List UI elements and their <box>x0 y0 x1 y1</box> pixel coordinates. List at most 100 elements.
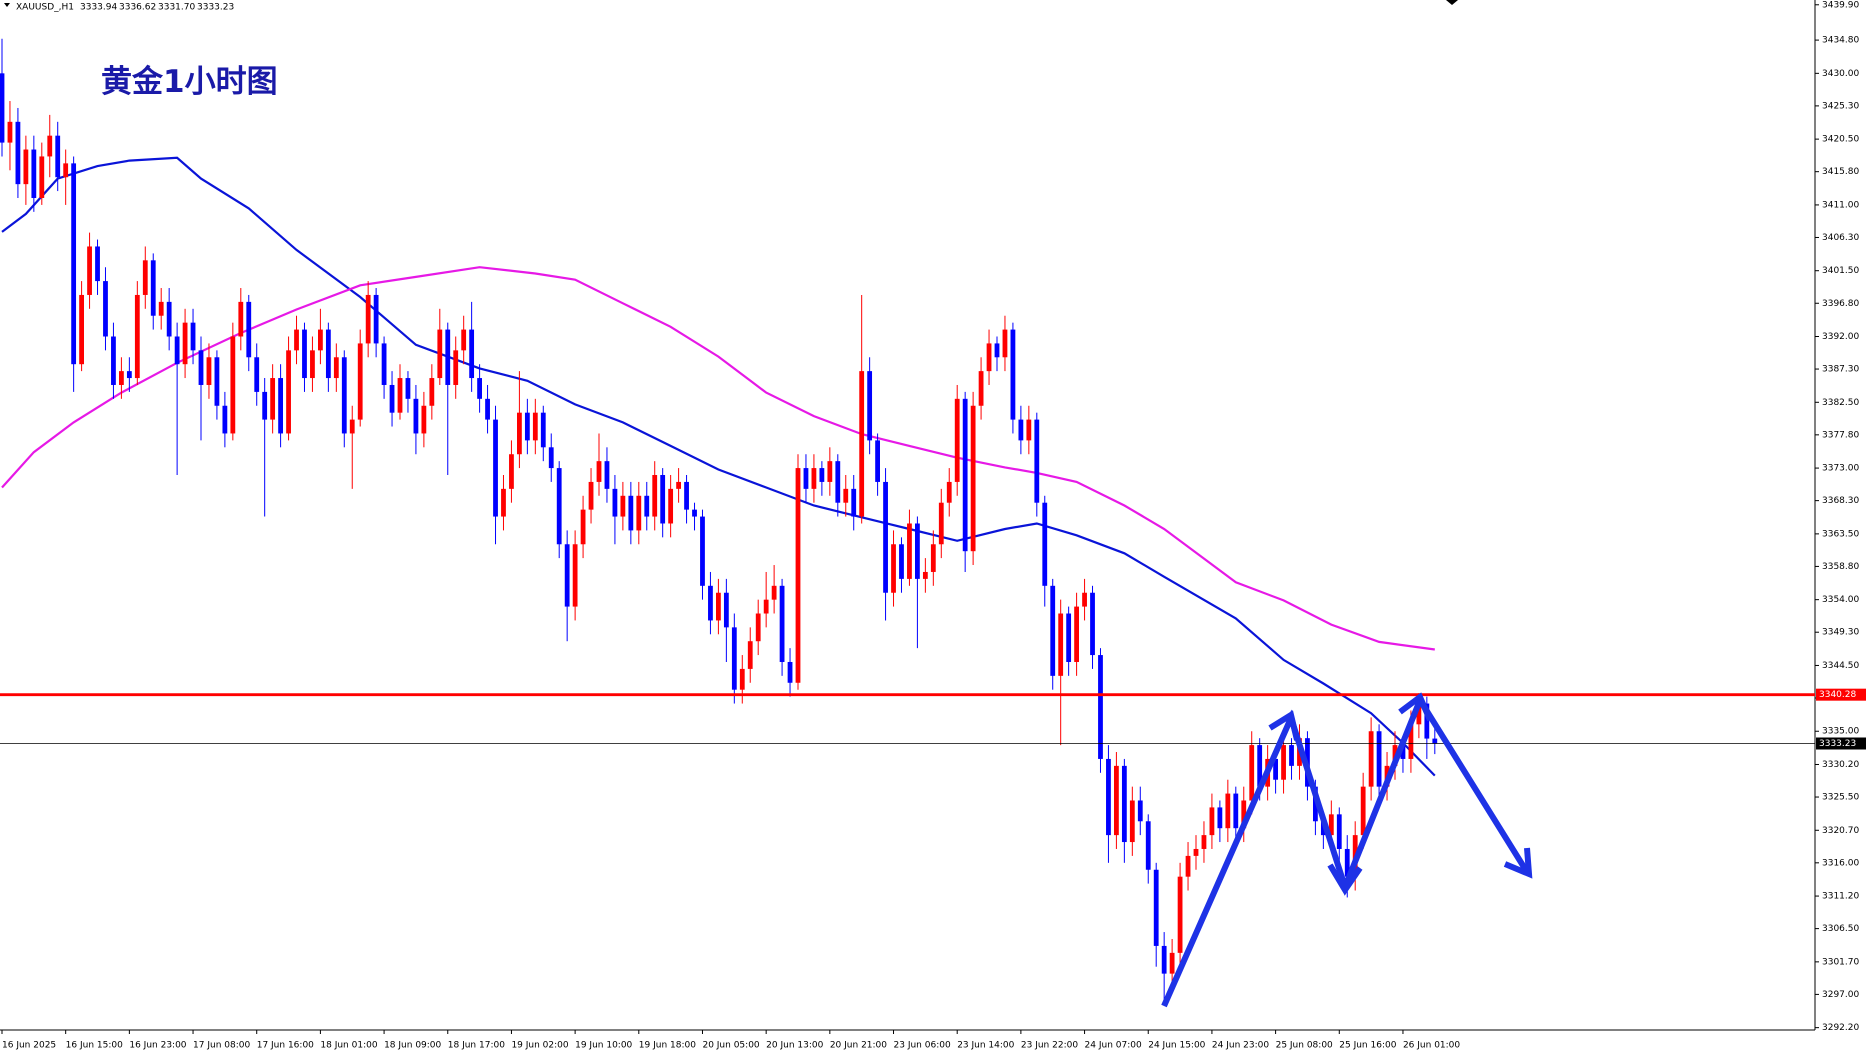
candle-body <box>747 641 753 669</box>
x-tick-label: 20 Jun 13:00 <box>766 1041 823 1051</box>
candle-body <box>150 260 156 316</box>
y-tick-label: 3325.50 <box>1822 793 1859 803</box>
y-tick-label: 3311.20 <box>1822 892 1859 902</box>
x-tick-label: 24 Jun 23:00 <box>1212 1041 1269 1051</box>
candle-body <box>1042 502 1048 586</box>
candle-body <box>986 343 992 372</box>
candle-body <box>158 301 164 316</box>
y-tick-label: 3382.50 <box>1822 398 1859 408</box>
candle-body <box>333 357 339 379</box>
candle-body <box>827 461 833 482</box>
candle-body <box>899 544 904 579</box>
candle-body <box>357 343 363 420</box>
x-tick-label: 17 Jun 08:00 <box>193 1041 250 1051</box>
y-tick-label: 3387.30 <box>1822 365 1859 375</box>
y-tick-label: 3301.70 <box>1822 957 1859 967</box>
candle-body <box>524 412 530 441</box>
candle-body <box>755 613 761 642</box>
header-marker <box>4 3 10 7</box>
candle-body <box>532 412 538 441</box>
candle-body <box>540 412 546 448</box>
candle-body <box>1018 419 1024 441</box>
candle-body <box>1026 419 1032 441</box>
candle-body <box>771 585 777 600</box>
candle-body <box>1002 329 1008 358</box>
candle-body <box>1106 758 1111 836</box>
candle-body <box>867 371 873 441</box>
x-tick-label: 25 Jun 08:00 <box>1276 1041 1333 1051</box>
y-tick-label: 3415.80 <box>1822 167 1859 177</box>
candle-body <box>548 447 554 469</box>
candle-body <box>739 668 745 690</box>
candle-body <box>763 599 769 614</box>
candle-body <box>811 468 817 489</box>
y-tick-label: 3354.00 <box>1822 595 1859 605</box>
candle-body <box>612 488 618 517</box>
y-tick-label: 3335.00 <box>1822 727 1859 737</box>
arrow-head <box>1503 847 1533 879</box>
candle-body <box>572 544 578 607</box>
level-label: 3340.28 <box>1819 690 1856 700</box>
candle-body <box>1360 786 1366 836</box>
y-tick-label: 3425.30 <box>1822 101 1859 111</box>
y-tick-label: 3430.00 <box>1822 69 1859 79</box>
candle-body <box>214 357 220 406</box>
candle-body <box>39 156 45 198</box>
candle-body <box>198 350 204 385</box>
candle-body <box>206 357 212 385</box>
y-tick-label: 3320.70 <box>1822 826 1859 836</box>
candle-body <box>389 384 395 413</box>
candle-body <box>262 391 268 420</box>
candle-body <box>453 350 459 385</box>
candle-body <box>851 488 857 517</box>
candle-body <box>970 405 976 552</box>
candle-body <box>134 294 140 379</box>
x-tick-label: 20 Jun 21:00 <box>830 1041 887 1051</box>
candle-body <box>1201 835 1207 849</box>
arrow-head <box>1268 710 1300 741</box>
candle-body <box>1050 585 1056 676</box>
candle-body <box>978 371 984 406</box>
candle-body <box>1153 869 1159 946</box>
candle-body <box>325 329 331 379</box>
y-tick-label: 3411.00 <box>1822 200 1859 210</box>
candle-body <box>63 163 69 178</box>
x-tick-label: 16 Jun 15:00 <box>66 1041 123 1051</box>
y-tick-label: 3292.20 <box>1822 1023 1859 1033</box>
candle-body <box>126 371 132 379</box>
y-tick-label: 3344.50 <box>1822 661 1859 671</box>
candle-body <box>238 301 244 337</box>
candle-body <box>230 336 236 434</box>
candle-body <box>79 294 84 365</box>
candle-body <box>668 488 674 524</box>
x-tick-label: 17 Jun 16:00 <box>257 1041 314 1051</box>
y-tick-label: 3368.30 <box>1822 496 1859 506</box>
candle-body <box>1193 848 1199 856</box>
y-tick-label: 3439.90 <box>1822 0 1859 10</box>
candle-body <box>843 488 849 503</box>
candle-body <box>373 294 379 344</box>
candle-body <box>1225 793 1231 829</box>
candle-body <box>1090 592 1095 656</box>
header-open: 3333.94 <box>80 3 117 13</box>
candle-body <box>429 378 435 406</box>
candle-body <box>437 329 443 379</box>
header-close: 3333.23 <box>197 3 234 13</box>
x-tick-label: 19 Jun 02:00 <box>511 1041 568 1051</box>
x-tick-label: 25 Jun 16:00 <box>1339 1041 1396 1051</box>
candle-body <box>182 322 188 365</box>
candle-body <box>47 135 53 157</box>
candle-body <box>477 378 482 399</box>
candle-body <box>835 461 841 503</box>
candle-body <box>604 461 610 489</box>
candle-body <box>946 481 952 503</box>
y-tick-label: 3363.50 <box>1822 529 1859 539</box>
y-tick-label: 3396.80 <box>1822 299 1859 309</box>
candle-body <box>1217 807 1223 829</box>
candle-body <box>731 627 737 690</box>
candle-body <box>859 371 865 517</box>
y-tick-label: 3377.80 <box>1822 430 1859 440</box>
candle-body <box>166 301 172 337</box>
candle-body <box>1209 807 1215 836</box>
